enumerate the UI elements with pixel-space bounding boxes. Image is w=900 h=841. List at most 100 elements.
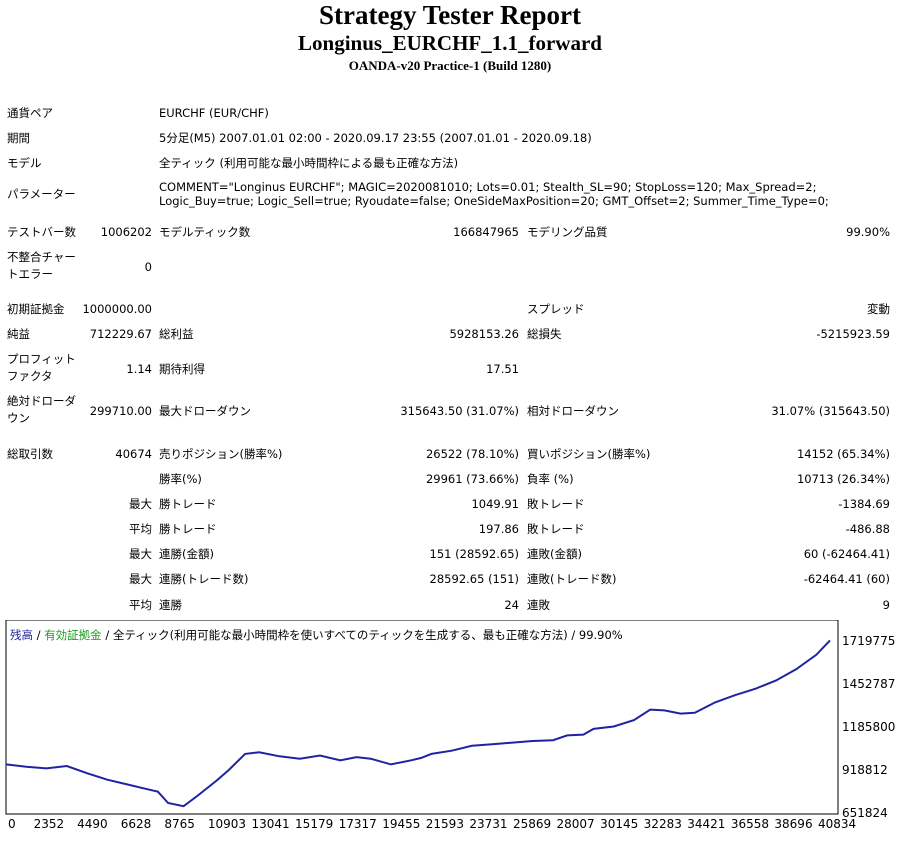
y-tick-label: 1719775 bbox=[842, 634, 896, 648]
spread-label: スプレッド bbox=[527, 302, 585, 316]
x-tick-label: 10903 bbox=[207, 817, 247, 831]
total-trades-value: 40674 bbox=[115, 447, 152, 461]
total-trades-label: 総取引数 bbox=[7, 447, 53, 461]
max-consec-loss-label: 連敗(トレード数) bbox=[527, 572, 617, 586]
max-consec-profit-label: 連勝(トレード数) bbox=[159, 572, 249, 586]
short-positions-value: 26522 (78.10%) bbox=[425, 447, 519, 461]
short-positions-label: 売りポジション(勝率%) bbox=[159, 447, 283, 461]
model-value: 全ティック (利用可能な最小時間枠による最も正確な方法) bbox=[159, 156, 459, 170]
x-tick-label: 6628 bbox=[120, 817, 152, 831]
rel-drawdown-value: 31.07% (315643.50) bbox=[771, 404, 890, 418]
x-tick-label: 23731 bbox=[469, 817, 508, 831]
avg-consec-wins-label: 連勝 bbox=[159, 598, 182, 612]
deposit-value: 1000000.00 bbox=[82, 302, 152, 316]
x-tick-label: 36558 bbox=[730, 817, 770, 831]
max-consec-profit-prefix: 最大 bbox=[129, 572, 152, 586]
avg-loss-label: 敗トレード bbox=[527, 522, 585, 536]
max-drawdown-value: 315643.50 (31.07%) bbox=[400, 404, 519, 418]
x-tick-label: 21593 bbox=[425, 817, 464, 831]
balance-chart bbox=[0, 620, 900, 841]
symbol-label: 通貨ペア bbox=[7, 106, 53, 120]
abs-drawdown-value: 299710.00 bbox=[89, 404, 152, 418]
win-rate-label: 勝率(%) bbox=[159, 472, 202, 486]
mismatch-value: 0 bbox=[144, 260, 152, 274]
largest-win-value: 1049.91 bbox=[471, 497, 519, 511]
report-subtitle: Longinus_EURCHF_1.1_forward bbox=[298, 31, 602, 55]
x-tick-label: 4490 bbox=[77, 817, 108, 831]
x-tick-label: 30145 bbox=[600, 817, 639, 831]
y-tick-label: 918812 bbox=[842, 763, 888, 777]
x-tick-label: 34421 bbox=[687, 817, 726, 831]
max-consec-prefix: 最大 bbox=[129, 547, 152, 561]
abs-drawdown-label: 絶対ドローダウン bbox=[7, 394, 76, 425]
bars-label: テストバー数 bbox=[7, 225, 76, 239]
gross-profit-value: 5928153.26 bbox=[449, 327, 519, 341]
gross-profit-label: 総利益 bbox=[159, 327, 194, 341]
y-tick-label: 1452787 bbox=[842, 677, 896, 691]
model-label: モデル bbox=[7, 156, 42, 170]
ticks-value: 166847965 bbox=[453, 225, 519, 239]
avg-win-value: 197.86 bbox=[478, 522, 519, 536]
x-tick-label: 19455 bbox=[382, 817, 421, 831]
legend-separator: / bbox=[33, 628, 45, 642]
deposit-label: 初期証拠金 bbox=[7, 302, 65, 316]
x-tick-label: 0 bbox=[8, 817, 16, 831]
mismatch-label: 不整合チャートエラー bbox=[7, 250, 76, 281]
x-tick-label: 8765 bbox=[164, 817, 195, 831]
period-label: 期間 bbox=[7, 131, 30, 145]
quality-label: モデリング品質 bbox=[527, 225, 608, 239]
profit-factor-label: プロフィットファクタ bbox=[7, 352, 76, 383]
avg-win-label: 勝トレード bbox=[159, 522, 217, 536]
period-value: 5分足(M5) 2007.01.01 02:00 - 2020.09.17 23… bbox=[159, 131, 592, 145]
params-value: COMMENT="Longinus EURCHF"; MAGIC=2020081… bbox=[159, 180, 829, 208]
net-profit-label: 純益 bbox=[7, 327, 30, 341]
long-positions-label: 買いポジション(勝率%) bbox=[527, 447, 651, 461]
x-tick-label: 25869 bbox=[512, 817, 552, 831]
largest-loss-label: 敗トレード bbox=[527, 497, 585, 511]
bars-value: 1006202 bbox=[100, 225, 152, 239]
max-consec-losses-label: 連敗(金額) bbox=[527, 547, 582, 561]
avg-consec-losses-value: 9 bbox=[882, 598, 890, 612]
max-consec-profit-value: 28592.65 (151) bbox=[429, 572, 519, 586]
max-consec-loss-value: -62464.41 (60) bbox=[803, 572, 890, 586]
spread-value: 変動 bbox=[867, 302, 890, 316]
largest-loss-value: -1384.69 bbox=[838, 497, 890, 511]
expected-payoff-label: 期待利得 bbox=[159, 362, 205, 376]
win-rate-value: 29961 (73.66%) bbox=[425, 472, 519, 486]
legend-equity: 有効証拠金 bbox=[44, 628, 102, 642]
x-tick-label: 38696 bbox=[774, 817, 813, 831]
x-tick-label: 32283 bbox=[643, 817, 682, 831]
balance-series-line bbox=[5, 639, 831, 808]
avg-consec-losses-label: 連敗 bbox=[527, 598, 550, 612]
expected-payoff-value: 17.51 bbox=[486, 362, 519, 376]
loss-rate-value: 10713 (26.34%) bbox=[796, 472, 890, 486]
largest-win-label: 勝トレード bbox=[159, 497, 217, 511]
server-name: OANDA-v20 Practice-1 (Build 1280) bbox=[348, 58, 552, 73]
symbol-value: EURCHF (EUR/CHF) bbox=[159, 106, 269, 120]
avg-consec-prefix: 平均 bbox=[129, 598, 152, 612]
plot-frame bbox=[5, 620, 839, 815]
x-tick-label: 28007 bbox=[556, 817, 595, 831]
gross-loss-value: -5215923.59 bbox=[816, 327, 890, 341]
quality-value: 99.90% bbox=[846, 225, 890, 239]
ticks-label: モデルティック数 bbox=[159, 225, 251, 239]
max-consec-wins-value: 151 (28592.65) bbox=[429, 547, 519, 561]
max-consec-losses-value: 60 (-62464.41) bbox=[803, 547, 890, 561]
balance-chart-svg bbox=[5, 620, 839, 815]
x-tick-label: 13041 bbox=[251, 817, 290, 831]
rel-drawdown-label: 相対ドローダウン bbox=[527, 404, 619, 418]
avg-loss-value: -486.88 bbox=[845, 522, 890, 536]
y-tick-label: 651824 bbox=[842, 806, 888, 820]
legend-balance: 残高 bbox=[10, 628, 33, 642]
x-tick-label: 2352 bbox=[33, 817, 65, 831]
y-tick-label: 1185800 bbox=[842, 720, 896, 734]
params-label: パラメーター bbox=[7, 187, 76, 201]
x-tick-label: 15179 bbox=[295, 817, 334, 831]
max-drawdown-label: 最大ドローダウン bbox=[159, 404, 251, 418]
long-positions-value: 14152 (65.34%) bbox=[796, 447, 890, 461]
legend-description: / 全ティック(利用可能な最小時間枠を使いすべてのティックを生成する、最も正確な… bbox=[101, 628, 623, 642]
report-title: Strategy Tester Report bbox=[319, 0, 581, 30]
x-tick-label: 40834 bbox=[818, 817, 857, 831]
gross-loss-label: 総損失 bbox=[527, 327, 562, 341]
average-prefix: 平均 bbox=[129, 522, 152, 536]
